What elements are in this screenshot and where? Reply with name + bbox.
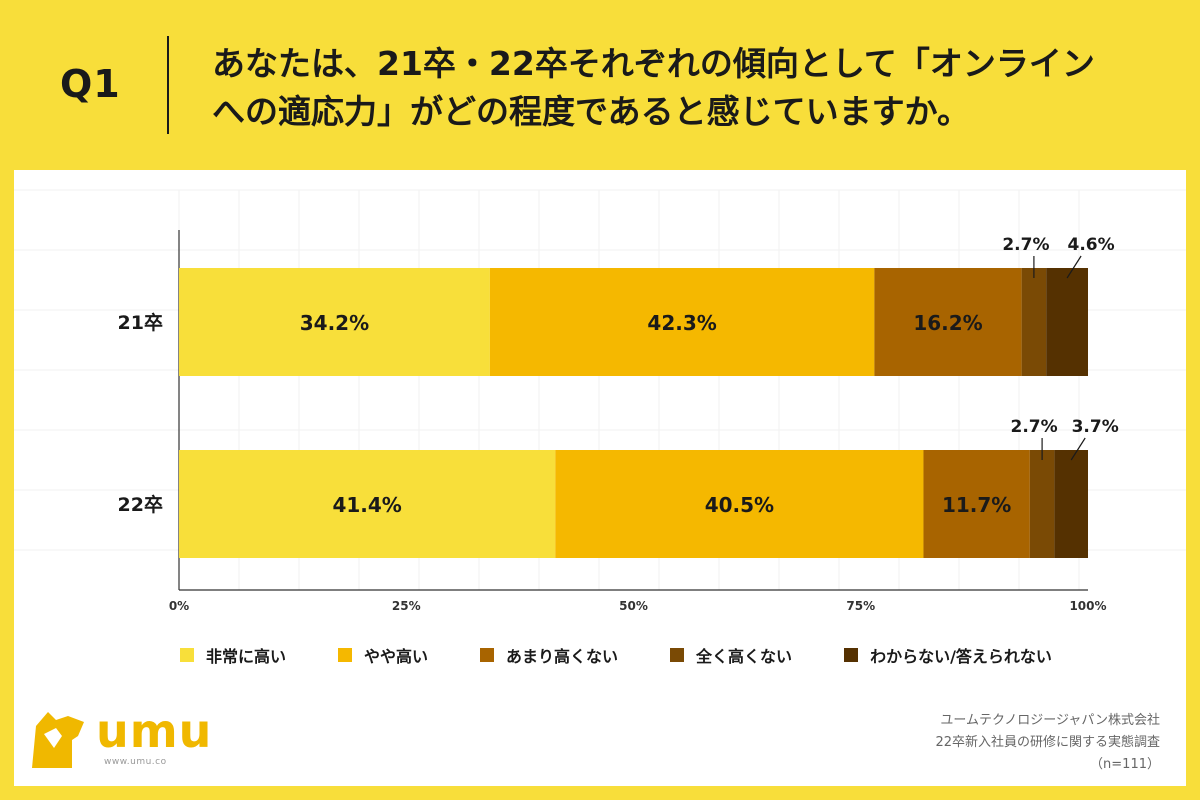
legend-item: やや高い bbox=[338, 643, 428, 667]
legend-swatch bbox=[480, 648, 495, 662]
legend-item: 非常に高い bbox=[180, 643, 286, 667]
data-label-leader bbox=[1066, 255, 1082, 279]
legend-item: あまり高くない bbox=[480, 643, 618, 667]
data-label: 2.7% bbox=[1002, 235, 1049, 255]
bar-segment bbox=[489, 268, 875, 376]
legend-label: 非常に高い bbox=[206, 647, 287, 666]
legend-label: わからない/答えられない bbox=[870, 647, 1052, 666]
x-tick-label: 75% bbox=[846, 599, 875, 613]
source-sample: （n=111） bbox=[1090, 757, 1160, 772]
stacked-bar-chart: 0% 25% 50% 75% 100% 21卒 34.2% 42.3% 16.2% 2.7% 4.6… bbox=[14, 189, 1186, 613]
brand-name: umu bbox=[96, 704, 213, 758]
data-label: 34.2% bbox=[300, 311, 369, 335]
bar-segment bbox=[874, 268, 1022, 376]
chart-legend: 非常に高い やや高い あまり高くない 全く高くない わからない/答えられない bbox=[180, 643, 1104, 667]
question-text: あなたは、21卒・22卒それぞれの傾向として「オンライン への適応力」がどの程度… bbox=[212, 40, 1172, 136]
x-tick-label: 25% bbox=[392, 599, 421, 613]
source-company: ユームテクノロジージャパン株式会社 bbox=[940, 713, 1160, 728]
data-label-leader bbox=[1070, 437, 1086, 461]
legend-label: やや高い bbox=[364, 647, 429, 666]
question-line-1: あなたは、21卒・22卒それぞれの傾向として「オンライン bbox=[212, 44, 1095, 83]
x-tick-label: 50% bbox=[619, 599, 648, 613]
legend-swatch bbox=[180, 648, 194, 662]
question-line-2: への適応力」がどの程度であると感じていますか。 bbox=[212, 92, 971, 131]
bar-segment bbox=[1046, 268, 1088, 376]
bar-segment bbox=[1054, 450, 1088, 558]
data-label: 2.7% bbox=[1011, 417, 1058, 437]
bar-segment bbox=[179, 450, 556, 558]
data-label: 11.7% bbox=[942, 493, 1011, 517]
data-label: 4.6% bbox=[1068, 235, 1115, 255]
bar-segment bbox=[923, 450, 1030, 558]
source-note: ユームテクノロジージャパン株式会社 22卒新入社員の研修に関する実態調査 （n=… bbox=[935, 710, 1160, 776]
category-label: 22卒 bbox=[118, 493, 163, 516]
header-divider bbox=[167, 36, 169, 134]
data-label: 16.2% bbox=[913, 311, 982, 335]
bar-segment bbox=[555, 450, 924, 558]
legend-label: あまり高くない bbox=[506, 647, 619, 666]
brand-url: www.umu.co bbox=[104, 757, 167, 767]
legend-item: 全く高くない bbox=[670, 643, 792, 667]
bar-segment bbox=[1021, 268, 1047, 376]
data-label: 42.3% bbox=[647, 311, 716, 335]
category-label: 21卒 bbox=[118, 311, 163, 334]
legend-swatch bbox=[844, 648, 859, 662]
bar-segment bbox=[179, 268, 490, 376]
legend-swatch bbox=[670, 648, 685, 662]
data-label: 40.5% bbox=[705, 493, 774, 517]
data-label: 41.4% bbox=[332, 493, 401, 517]
data-label: 3.7% bbox=[1072, 417, 1119, 437]
legend-item: わからない/答えられない bbox=[844, 643, 1052, 667]
question-number: Q1 bbox=[60, 62, 121, 106]
source-survey: 22卒新入社員の研修に関する実態調査 bbox=[935, 735, 1160, 750]
legend-swatch bbox=[338, 648, 353, 662]
x-tick-label: 100% bbox=[1069, 599, 1106, 613]
bar-segment bbox=[1029, 450, 1055, 558]
legend-label: 全く高くない bbox=[696, 647, 793, 666]
x-tick-label: 0% bbox=[169, 599, 189, 613]
umu-logo-icon bbox=[32, 712, 84, 768]
